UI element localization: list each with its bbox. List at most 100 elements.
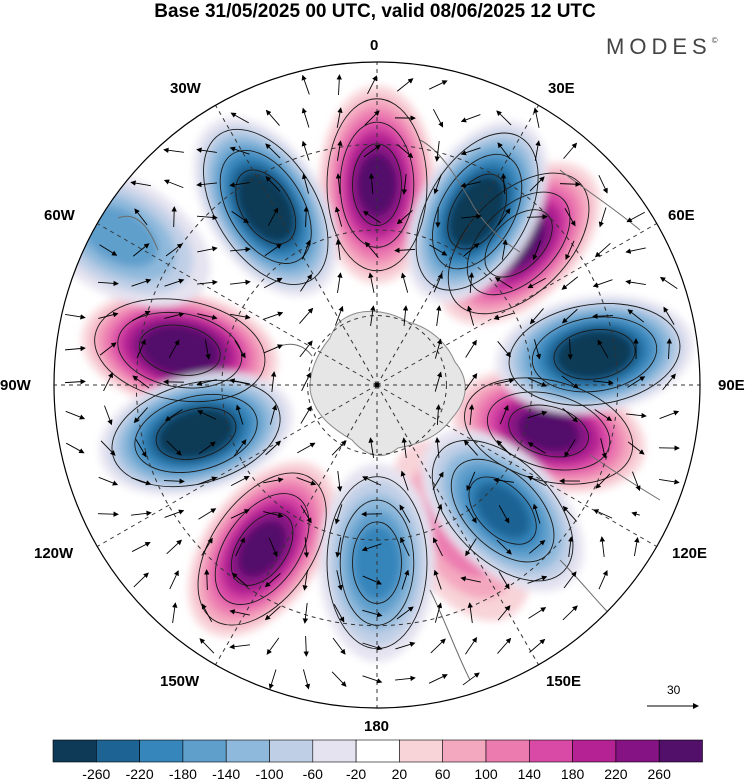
wind-arrow [297, 442, 316, 454]
colorbar-tick-label: 180 [560, 766, 585, 782]
wind-arrow [334, 504, 343, 525]
wind-arrow [400, 272, 409, 293]
lon-label-180: 180 [364, 718, 390, 735]
wind-arrow [229, 146, 250, 155]
wind-arrow [564, 439, 576, 458]
wind-arrow [396, 606, 414, 620]
wind-arrow [135, 439, 147, 458]
wind-arrow [395, 641, 416, 650]
wind-arrow [399, 504, 411, 523]
wind-arrow [568, 536, 574, 557]
wind-arrow [562, 505, 577, 522]
wind-arrow [561, 375, 579, 389]
wind-arrow [599, 536, 606, 557]
wind-arrow [230, 475, 250, 486]
colorbar-segment [485, 739, 530, 763]
colorbar-tick-label: 100 [474, 766, 498, 782]
wind-arrow [433, 272, 443, 293]
wind-arrow [498, 571, 510, 590]
wind-arrow [302, 570, 308, 591]
wind-arrow [196, 181, 217, 188]
wind-arrow [433, 569, 442, 590]
wind-arrow [598, 570, 608, 590]
wind-arrow [659, 479, 680, 485]
wind-arrow [434, 338, 443, 359]
wind-arrow [401, 174, 408, 195]
wind-arrow [164, 509, 185, 518]
anomaly-band [243, 180, 288, 234]
wind-arrow [234, 340, 246, 359]
wind-arrow [335, 537, 342, 558]
wind-arrow [632, 471, 641, 492]
wind-arrow [460, 576, 481, 583]
wind-arrow [594, 409, 613, 422]
contour-line [214, 493, 310, 605]
wind-arrow [533, 107, 540, 128]
wind-arrow [597, 339, 609, 358]
meridian-line [376, 223, 657, 386]
wind-arrow [172, 602, 178, 623]
wind-arrow [268, 669, 277, 690]
wind-arrow [99, 342, 117, 356]
wind-arrow [527, 475, 547, 487]
wind-arrow [266, 637, 280, 655]
contour-line [138, 324, 221, 376]
wind-arrow [592, 313, 614, 319]
wind-arrow [493, 477, 514, 483]
colorbar-segment [182, 739, 227, 763]
colorbar-tick-label: -60 [302, 766, 323, 782]
wind-arrow [197, 279, 218, 286]
wind-arrow [97, 511, 119, 517]
wind-arrow [199, 638, 215, 654]
wind-arrow [197, 313, 218, 320]
contour-line [219, 149, 312, 264]
wind-arrow [593, 509, 613, 519]
wind-arrow [496, 539, 512, 555]
colorbar-segment [572, 739, 617, 763]
wind-arrow [335, 173, 342, 194]
wind-arrow [171, 206, 177, 228]
wind-arrow [98, 312, 119, 319]
wind-arrow [264, 605, 281, 621]
copyright-mark: © [711, 36, 718, 45]
contour-line [431, 439, 574, 582]
wind-arrow [229, 643, 250, 650]
wind-arrow [499, 404, 509, 425]
wind-arrow [196, 214, 218, 221]
modes-logo: MODES© [606, 34, 718, 60]
wind-arrow [197, 410, 217, 420]
wind-arrow [130, 180, 151, 187]
colorbar-segment [139, 739, 184, 763]
contour-line [553, 329, 636, 380]
wind-arrow [627, 441, 645, 455]
wind-arrow [363, 144, 381, 158]
lon-label-60w: 60W [44, 207, 75, 224]
wind-arrow [336, 107, 343, 128]
map-border [53, 61, 701, 709]
meridian-line [376, 384, 657, 547]
wind-arrow [561, 308, 578, 324]
wind-arrow [335, 305, 344, 326]
wind-arrow [132, 375, 150, 389]
wind-arrow [598, 207, 607, 228]
lon-label-60e: 60E [668, 207, 695, 224]
colorbar-segment [96, 739, 140, 763]
wind-arrow [625, 279, 646, 286]
wind-arrow [361, 543, 382, 552]
wind-arrow [265, 440, 282, 456]
wind-arrow [332, 637, 346, 655]
wind-arrow [301, 239, 311, 260]
wind-arrow [397, 144, 414, 159]
colorbar-segment [442, 739, 487, 763]
wind-arrow [235, 537, 245, 557]
wind-arrow [299, 307, 314, 324]
lon-label-120w: 120W [34, 545, 74, 562]
wind-arrow [401, 437, 407, 458]
wind-arrow [269, 404, 278, 425]
wind-arrow [529, 176, 545, 192]
wind-arrow [594, 242, 611, 258]
wind-arrow [364, 110, 380, 126]
wind-arrow [133, 572, 149, 588]
contour-line [486, 391, 611, 471]
